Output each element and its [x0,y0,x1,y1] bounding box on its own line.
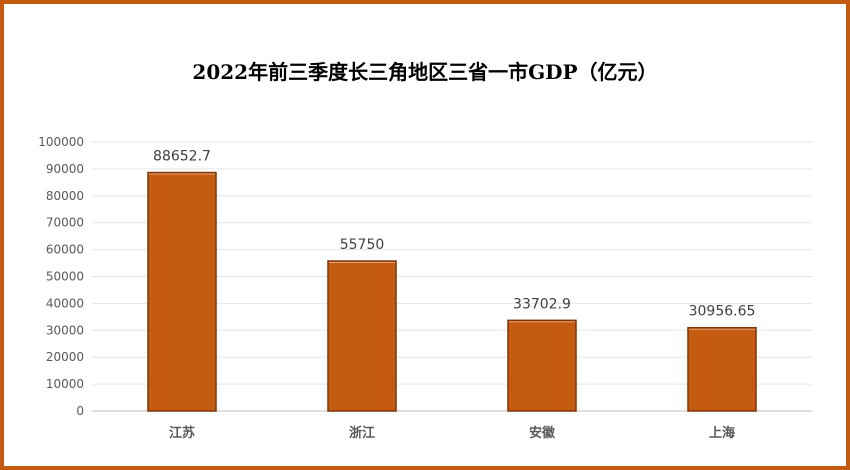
y-tick-label: 70000 [46,216,84,230]
y-axis-ticks: 0 10000 20000 30000 40000 50000 60000 70000 8000… [38,135,84,418]
data-label: 33702.9 [513,296,571,312]
category-label: 安徽 [529,425,556,441]
y-tick-label: 10000 [46,377,84,391]
bar [327,260,397,412]
category-label: 浙江 [349,425,375,441]
chart-title: 2022年前三季度长三角地区三省一市GDP（亿元） [192,60,658,84]
y-tick-label: 40000 [46,296,84,310]
y-tick-label: 90000 [46,162,84,176]
data-labels: 88652.7 55750 33702.9 30956.65 [153,149,755,320]
y-tick-label: 0 [76,404,84,418]
bars [147,171,757,412]
y-tick-label: 50000 [46,270,84,284]
category-label: 江苏 [169,425,195,441]
category-label: 上海 [709,425,735,441]
x-axis-categories: 江苏 浙江 安徽 上海 [169,425,735,441]
y-tick-label: 30000 [46,323,84,337]
data-label: 88652.7 [153,149,211,165]
data-label: 30956.65 [689,304,756,320]
y-tick-label: 60000 [46,243,84,257]
y-tick-label: 80000 [46,189,84,203]
bar [687,326,757,412]
bar [147,171,217,412]
bar [507,319,577,412]
y-tick-label: 100000 [38,135,84,149]
y-tick-label: 20000 [46,350,84,364]
data-label: 55750 [340,237,385,253]
